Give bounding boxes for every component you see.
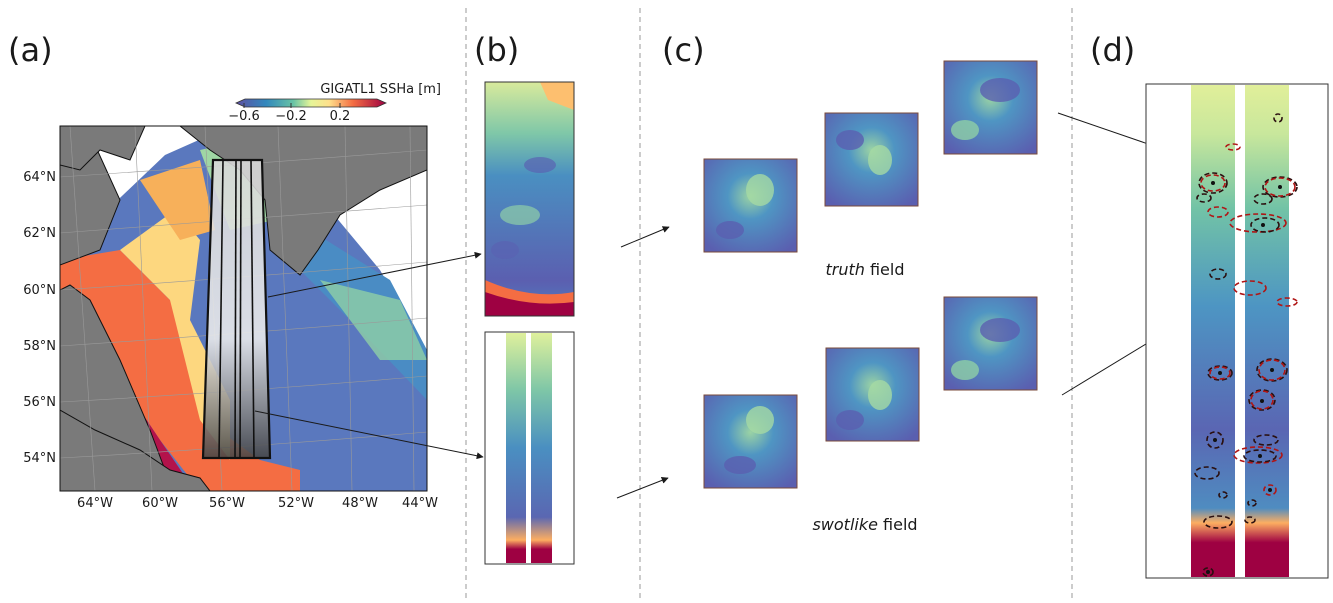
lat-label-64: 64°N bbox=[23, 170, 56, 185]
panel-label-a: (a) bbox=[8, 31, 53, 69]
colorbar-tick-3: 0.2 bbox=[330, 109, 351, 124]
lat-label-54: 54°N bbox=[23, 451, 56, 466]
caption-swotlike: swotlike field bbox=[812, 515, 917, 534]
colorbar-tick-2: −0.2 bbox=[275, 109, 307, 124]
truth-tile-1 bbox=[703, 158, 798, 253]
lat-label-60: 60°N bbox=[23, 283, 56, 298]
eddy-contours bbox=[1194, 113, 1298, 577]
panel-c-swotlike-tiles bbox=[703, 296, 1038, 489]
land-baffin bbox=[60, 126, 146, 171]
arrow-b-to-c-top bbox=[620, 226, 670, 248]
lat-label-56: 56°N bbox=[23, 395, 56, 410]
lon-label-48: 48°W bbox=[342, 496, 378, 511]
colorbar-bar bbox=[235, 98, 387, 108]
map-panel: 64°N 62°N 60°N 58°N 56°N 54°N 64°W 60°W … bbox=[23, 125, 438, 511]
arrow-b-to-c-bottom bbox=[616, 477, 669, 499]
colorbar-title: GIGATL1 SSHa [m] bbox=[320, 82, 441, 97]
swath-box bbox=[201, 158, 272, 460]
truth-tile-2 bbox=[824, 112, 919, 207]
arrow-map-to-swot bbox=[254, 410, 484, 460]
panel-label-b: (b) bbox=[474, 31, 519, 69]
lat-label-62: 62°N bbox=[23, 226, 56, 241]
panel-c-truth-tiles bbox=[703, 60, 1038, 253]
lon-label-52: 52°W bbox=[278, 496, 314, 511]
truth-tile-3 bbox=[943, 60, 1038, 155]
panel-b-truth bbox=[484, 81, 575, 317]
panel-label-c: (c) bbox=[662, 31, 705, 69]
caption-truth-rest: field bbox=[865, 260, 905, 279]
swot-tile-2 bbox=[825, 347, 920, 442]
lat-label-58: 58°N bbox=[23, 339, 56, 354]
lon-label-64: 64°W bbox=[77, 496, 113, 511]
panel-label-d: (d) bbox=[1090, 31, 1135, 69]
caption-truth-em: truth bbox=[825, 260, 864, 279]
lon-label-56: 56°W bbox=[209, 496, 245, 511]
lon-label-60: 60°W bbox=[142, 496, 178, 511]
panel-d-eddy-detection bbox=[1145, 83, 1329, 579]
lon-label-44: 44°W bbox=[402, 496, 438, 511]
land-newfoundland bbox=[60, 409, 211, 491]
caption-truth: truth field bbox=[825, 260, 904, 279]
arrow-map-to-truth bbox=[267, 251, 482, 298]
colorbar: GIGATL1 SSHa [m] −0.6 −0.2 0.2 bbox=[228, 82, 441, 124]
colorbar-tick-1: −0.6 bbox=[228, 109, 260, 124]
eddy-centers bbox=[1206, 181, 1282, 574]
swot-tile-3 bbox=[943, 296, 1038, 391]
caption-swot-em: swotlike bbox=[812, 515, 878, 534]
panel-b-swotlike bbox=[484, 331, 575, 565]
swot-tile-1 bbox=[703, 394, 798, 489]
map-frame bbox=[59, 125, 428, 492]
caption-swot-rest: field bbox=[878, 515, 918, 534]
